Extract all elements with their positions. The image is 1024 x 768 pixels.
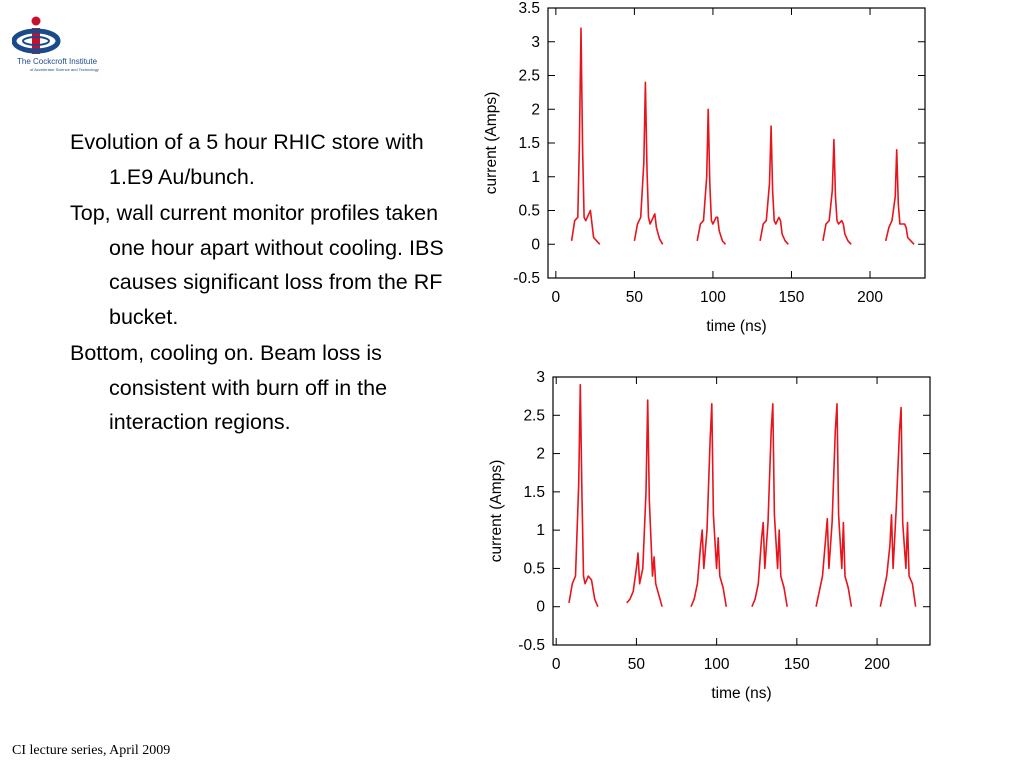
series-line-bunch [815,403,853,607]
series-line-bunch [822,138,852,245]
x-tick-label: 50 [626,289,644,306]
x-tick-label: 150 [779,289,805,306]
y-tick-label: 2 [531,101,540,118]
y-axis-title: current (Amps) [488,460,505,563]
logo-org-name: The Cockcroft Institute [17,57,98,66]
x-tick-label: 150 [784,656,810,673]
series-line-bunch [568,383,599,608]
slide-text: Evolution of a 5 hour RHIC store with 1.… [70,125,445,442]
y-tick-label: -0.5 [513,270,540,287]
x-axis-title: time (ns) [706,318,766,335]
logo-subtitle: of Accelerator Science and Technology [30,67,99,72]
y-tick-label: 2.5 [518,68,540,85]
plot-frame [547,7,926,279]
x-tick-label: 200 [857,289,883,306]
series-line-bunch [884,149,915,245]
x-tick-label: 0 [552,656,561,673]
y-tick-label: 1.5 [518,135,540,152]
y-tick-label: 2 [536,446,545,463]
series-line-bunch [696,108,727,245]
x-tick-label: 50 [628,656,646,673]
y-tick-label: 3.5 [518,0,540,17]
x-tick-label: 100 [704,656,730,673]
series-line-bunch [879,406,917,607]
series-line-bunch [759,125,789,245]
cockcroft-i-emblem-icon [11,16,61,54]
y-tick-label: 1 [536,522,545,539]
y-tick-label: 0 [536,599,545,616]
series-line-bunch [626,399,663,607]
text-paragraph: Evolution of a 5 hour RHIC store with 1.… [70,130,424,189]
y-tick-label: 0.5 [518,203,540,220]
plot-frame [552,376,931,646]
y-tick-label: 3 [536,369,545,386]
series-line-bunch [633,81,664,245]
y-tick-label: 1.5 [523,484,545,501]
chart-top-svg: -0.5 0 0.5 1 1.5 2 2.5 3 3.5 0 50 100 150 200 time (ns… [483,0,926,335]
text-paragraph: Bottom, cooling on. Beam loss is consist… [70,341,388,434]
chart-bottom: -0.5 0 0.5 1 1.5 2 2.5 3 0 50 100 150 200 time (ns) cu… [455,368,940,713]
series-line-bunch [570,27,601,245]
cockcroft-institute-logo: The Cockcroft Institute of Accelerator S… [11,14,124,76]
y-tick-label: 1 [531,169,540,186]
x-tick-label: 0 [552,289,561,306]
x-tick-label: 200 [864,656,890,673]
text-paragraph: Top, wall current monitor profiles taken… [70,201,444,329]
y-axis-title: current (Amps) [483,92,500,195]
chart-top: -0.5 0 0.5 1 1.5 2 2.5 3 3.5 0 50 100 150 200 time (ns… [450,0,935,345]
series-line-bunch [690,403,728,608]
y-tick-label: 3 [531,34,540,51]
series-line-bunch [751,403,788,608]
x-tick-label: 100 [700,289,726,306]
y-tick-label: 0.5 [523,560,545,577]
footer-label: CI lecture series, April 2009 [12,743,171,758]
y-tick-label: -0.5 [518,637,545,654]
chart-bottom-svg: -0.5 0 0.5 1 1.5 2 2.5 3 0 50 100 150 200 time (ns) cu… [488,369,931,702]
x-axis-title: time (ns) [711,685,771,702]
y-tick-label: 2.5 [523,407,545,424]
y-tick-label: 0 [531,236,540,253]
